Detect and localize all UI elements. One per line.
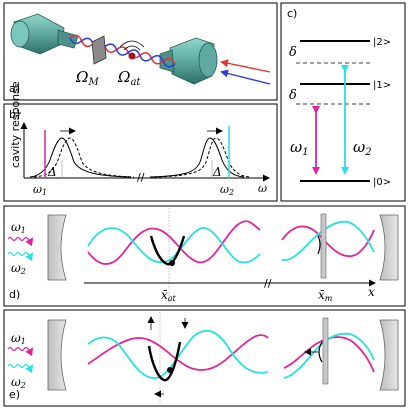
delta-mid-label: δ — [289, 88, 297, 103]
red-beam-arrow — [220, 59, 271, 73]
d-xm-label: x̄m — [318, 288, 333, 303]
c-omega1-label: ω1 — [290, 138, 309, 158]
panel-e-label: e) — [9, 388, 20, 401]
d-potential-well — [149, 235, 186, 266]
c-omega2-label: ω2 — [353, 138, 372, 158]
d-magenta-wave-left — [87, 220, 261, 265]
e-membrane — [322, 317, 329, 385]
atom-icon — [128, 52, 136, 60]
e-omega1-label: ω1 — [11, 331, 26, 346]
level-2-label: |2> — [373, 37, 391, 48]
e-omega2-label: ω2 — [11, 375, 26, 390]
d-atom-dot — [169, 260, 175, 266]
axis-break: // — [137, 171, 145, 184]
panel-c: c) |2> |1> |0> δ δ ω1 ω2 — [280, 2, 406, 202]
d-cyan-wave-left — [87, 227, 261, 264]
d-cyan-wave-right — [281, 220, 375, 262]
d-omega1-input-wave — [7, 236, 34, 247]
e-magenta-wave-left — [87, 334, 269, 371]
level-0-label: |0> — [373, 177, 391, 188]
d-right-mirror — [379, 214, 399, 281]
blue-beam-arrow — [220, 69, 271, 85]
right-objective-icon — [159, 37, 218, 85]
left-peak-solid — [29, 137, 131, 178]
b-delta-right: Δ — [212, 165, 222, 179]
e-omega1-input-wave — [7, 346, 34, 357]
b-omega2-label: ω2 — [220, 183, 234, 197]
panel-c-label: c) — [287, 7, 297, 20]
panel-b-label: b) — [9, 108, 20, 121]
e-left-mirror — [47, 319, 67, 391]
e-right-mirror — [379, 319, 399, 391]
omega-at-label: Ωat — [117, 68, 141, 88]
panel-a-label: a) — [9, 82, 20, 95]
panel-d: d) ω1 ω2 // x x̄at x̄m — [3, 205, 406, 307]
d-membrane — [320, 213, 327, 279]
panel-a: ΩM Ωat a) — [3, 2, 278, 101]
omega-xlabel: ω — [258, 182, 267, 195]
b-delta-left: Δ — [47, 165, 57, 179]
panel-d-label: d) — [9, 288, 20, 301]
e-cyan-wave-right — [283, 332, 375, 379]
left-objective-icon — [10, 13, 79, 55]
e-magenta-wave-right — [283, 336, 375, 373]
d-xat-label: x̄at — [161, 288, 177, 303]
e-omega2-input-wave — [7, 363, 34, 374]
d-axis-break: // — [264, 277, 272, 290]
e-potential-well — [147, 341, 182, 382]
level-1-label: |1> — [373, 80, 391, 91]
blue-wave — [69, 37, 176, 68]
d-magenta-wave-right — [281, 225, 375, 257]
delta-top-label: δ — [289, 45, 297, 60]
b-omega1-label: ω1 — [33, 183, 47, 197]
membrane-icon — [91, 35, 107, 65]
red-wave — [69, 34, 176, 65]
d-omega2-input-wave — [7, 251, 34, 262]
d-omega2-label: ω2 — [11, 261, 26, 276]
e-atom-dot — [167, 367, 173, 373]
left-peak-dashed — [33, 137, 135, 178]
d-left-mirror — [47, 214, 67, 281]
right-peak-solid — [149, 137, 245, 178]
d-omega1-label: ω1 — [11, 220, 26, 235]
d-x-axis-label: x — [368, 285, 375, 299]
panel-b: b) cavity response ω // ω1 ω2 Δ Δ — [3, 81, 278, 202]
panel-e: e) ω1 ω2 — [3, 309, 406, 407]
omega-m-label: ΩM — [75, 68, 99, 88]
cavity-response-ylabel: cavity response — [9, 81, 22, 168]
right-peak-dashed — [153, 137, 251, 178]
